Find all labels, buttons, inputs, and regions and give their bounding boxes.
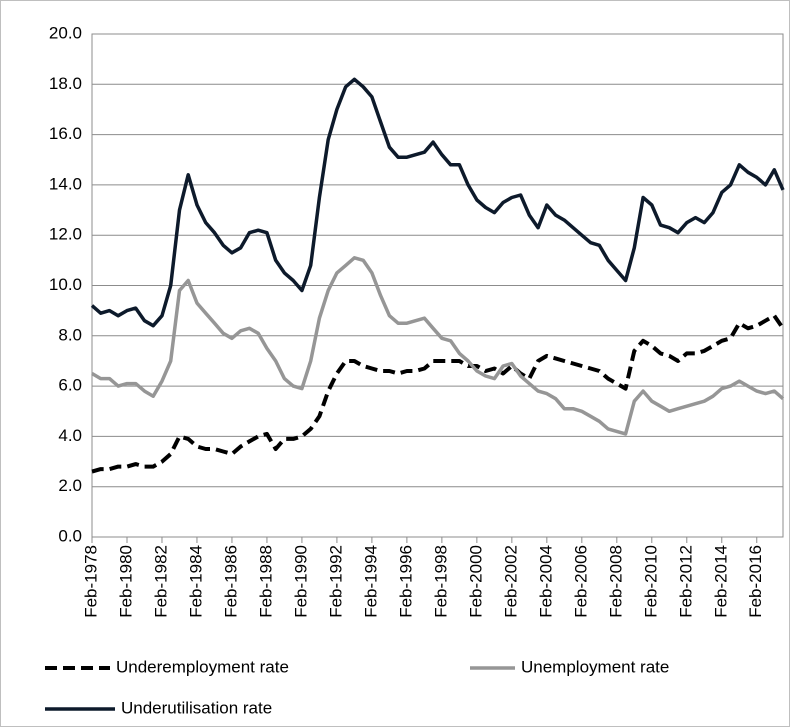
y-tick-label: 16.0 <box>49 124 82 143</box>
y-tick-label: 10.0 <box>49 275 82 294</box>
y-tick-label: 8.0 <box>58 325 82 344</box>
x-tick-label: Feb-2006 <box>571 545 590 618</box>
line-series <box>91 313 785 474</box>
x-tick-label: Feb-2014 <box>711 545 730 618</box>
x-tick-label: Feb-2010 <box>641 545 660 618</box>
x-tick-label: Feb-1980 <box>116 545 135 618</box>
line-series <box>90 77 785 328</box>
y-tick-label: 12.0 <box>49 225 82 244</box>
x-tick-label: Feb-1982 <box>151 545 170 618</box>
x-tick-label: Feb-1988 <box>256 545 275 618</box>
x-tick-label: Feb-1994 <box>361 545 380 618</box>
x-tick-label: Feb-1984 <box>186 545 205 618</box>
x-tick-label: Feb-1978 <box>81 545 100 618</box>
x-tick-label: Feb-2000 <box>466 545 485 618</box>
x-tick-label: Feb-2008 <box>606 545 625 618</box>
y-tick-label: 4.0 <box>58 426 82 445</box>
x-tick-label: Feb-1990 <box>291 545 310 618</box>
y-tick-label: 14.0 <box>49 174 82 193</box>
legend-label: Underemployment rate <box>116 657 289 676</box>
y-tick-label: 2.0 <box>58 476 82 495</box>
x-tick-label: Feb-2004 <box>536 545 555 618</box>
y-tick-label: 20.0 <box>49 23 82 42</box>
x-tick-label: Feb-1996 <box>396 545 415 618</box>
x-tick-label: Feb-1992 <box>326 545 345 618</box>
x-tick-label: Feb-2012 <box>676 545 695 618</box>
y-tick-label: 6.0 <box>58 376 82 395</box>
y-tick-label: 0.0 <box>58 526 82 545</box>
x-tick-label: Feb-2002 <box>501 545 520 618</box>
legend-label: Underutilisation rate <box>121 698 272 717</box>
y-tick-label: 18.0 <box>49 74 82 93</box>
x-tick-label: Feb-1998 <box>431 545 450 618</box>
legend-label: Unemployment rate <box>521 657 669 676</box>
x-tick-label: Feb-2016 <box>746 545 765 618</box>
x-tick-label: Feb-1986 <box>221 545 240 618</box>
line-series <box>91 256 785 436</box>
